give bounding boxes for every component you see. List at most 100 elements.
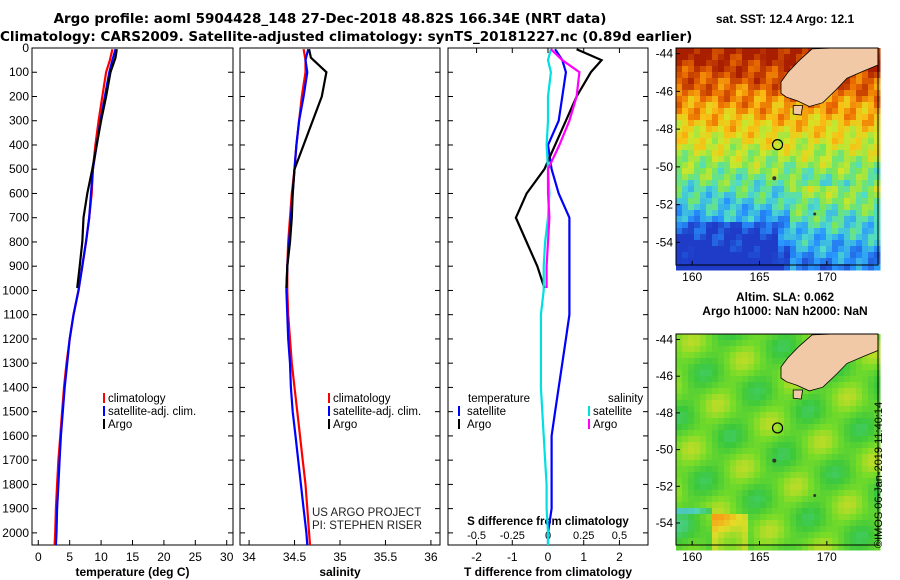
- land-new-zealand: [780, 47, 879, 107]
- x-tick-label: -2: [471, 550, 482, 564]
- profile-panel-2: 34 34.5 35 35.5 36 salinity: [239, 47, 441, 579]
- y-tick-label: 200: [9, 89, 29, 103]
- land-stewart-island: [792, 389, 804, 400]
- campbell-island: [813, 212, 817, 216]
- auckland-islands: [772, 176, 777, 181]
- map-frame: [675, 47, 879, 266]
- y-tick-label: 600: [9, 186, 29, 200]
- plot-title-line2: Climatology: CARS2009. Satellite-adjuste…: [0, 29, 693, 45]
- plot-frame: [31, 47, 234, 546]
- plot-title-line1: Argo profile: aoml 5904428_148 27-Dec-20…: [53, 11, 607, 27]
- y-tick-label: 1400: [2, 380, 29, 394]
- sst-field: [676, 48, 881, 271]
- x-tick-label: 0: [35, 550, 42, 564]
- campbell-island: [813, 493, 817, 497]
- y-tick-label: 1100: [3, 308, 29, 322]
- y-tick-label: 1800: [2, 477, 29, 491]
- x-tick-label: 0: [545, 550, 552, 564]
- y-tick-label: -52: [656, 479, 674, 493]
- x-tick-label: 34.5: [283, 550, 307, 564]
- y-tick-label: -48: [656, 122, 674, 136]
- x-axis-label: temperature (deg C): [75, 565, 189, 579]
- legend-difference: temperaturesatelliteArgosalinitysatellit…: [458, 393, 643, 431]
- y-tick-label: 500: [9, 162, 29, 176]
- y-tick-label: 400: [9, 138, 29, 152]
- x2-tick-label: -0.25: [500, 530, 525, 542]
- legend-label: satellite: [593, 406, 632, 418]
- series-argo: [514, 48, 604, 289]
- series-satellite-adj-clim-: [285, 48, 310, 546]
- legend-label: Argo: [593, 419, 617, 431]
- x-tick-label: 35.5: [374, 550, 398, 564]
- y-tick-label: 1700: [2, 453, 29, 467]
- y-tick-label: 1300: [2, 356, 29, 370]
- legend-label: Argo: [467, 419, 491, 431]
- y-tick-label: 1500: [2, 405, 29, 419]
- x-tick-label: 15: [126, 550, 140, 564]
- x-axis-label: T difference from climatology: [464, 565, 632, 579]
- sst-map: -44 -46 -48 -50 -52 -54 160 165 170: [656, 47, 881, 284]
- x-tick-label: 165: [749, 270, 769, 284]
- x-tick-label: 20: [157, 550, 171, 564]
- series-argo: [545, 48, 581, 288]
- x-tick-label: 25: [189, 550, 203, 564]
- x-tick-label: 5: [66, 550, 73, 564]
- y-tick-label: -46: [656, 84, 674, 98]
- argo-position-marker: [771, 422, 784, 434]
- legend-label: Argo: [333, 419, 357, 431]
- legend-label: climatology: [108, 393, 166, 405]
- map-frame: [675, 333, 879, 546]
- profile-panel-3: -2 -1 0 1 2-0.5 -0.25 0 0.25 0.5S difference fro…: [447, 47, 649, 579]
- x-tick-label: 35: [333, 550, 347, 564]
- y-tick-label: 900: [9, 259, 29, 273]
- series-satellite: [546, 48, 571, 545]
- legend-label: satellite-adj. clim.: [333, 406, 421, 418]
- y-tick-label: 700: [9, 211, 29, 225]
- y-tick-label: 100: [9, 65, 29, 79]
- y-tick-label: 800: [9, 235, 29, 249]
- y-tick-label: 300: [9, 114, 29, 128]
- profile-panel-1: 0 5 10 15 20 25 300100200300400500600700800900…: [2, 41, 233, 579]
- y-tick-label: -44: [656, 47, 674, 61]
- legend-label: Argo: [108, 419, 132, 431]
- x-tick-label: 34: [242, 550, 256, 564]
- series-argo: [285, 48, 328, 289]
- argo-position-marker: [771, 139, 784, 151]
- land-new-zealand: [780, 333, 879, 392]
- x-axis-label: salinity: [319, 565, 361, 579]
- x-tick-label: 36: [424, 550, 438, 564]
- y-tick-label: 1600: [2, 429, 29, 443]
- x2-tick-label: -0.5: [467, 530, 486, 542]
- x-tick-label: -1: [507, 550, 518, 564]
- sst-map-title: sat. SST: 12.4 Argo: 12.1: [715, 12, 855, 26]
- legend-label: salinity: [608, 393, 643, 405]
- y-tick-label: -54: [656, 235, 674, 249]
- legend-label: satellite-adj. clim.: [108, 406, 196, 418]
- legend-label: climatology: [333, 393, 391, 405]
- y-tick-label: -44: [656, 333, 674, 347]
- y-tick-label: 1200: [2, 332, 29, 346]
- project-annotation: US ARGO PROJECT: [312, 507, 421, 519]
- x-tick-label: 30: [220, 550, 234, 564]
- plot-frame: [239, 47, 441, 546]
- y-tick-label: -46: [656, 369, 674, 383]
- x-tick-label: 170: [817, 270, 837, 284]
- x-tick-label: 160: [682, 550, 702, 564]
- x-tick-label: 160: [682, 270, 702, 284]
- land-stewart-island: [792, 105, 804, 116]
- y-tick-label: -50: [656, 443, 674, 457]
- x-tick-label: 165: [749, 550, 769, 564]
- legend-label: temperature: [468, 393, 530, 405]
- y-tick-label: 2000: [2, 526, 29, 540]
- y-tick-label: -52: [656, 198, 674, 212]
- sla-field: [676, 334, 881, 551]
- series-satellite: [539, 48, 553, 545]
- x-tick-label: 10: [94, 550, 108, 564]
- x-tick-label: 2: [616, 550, 623, 564]
- copyright-text: ©IMOS 06-Jan-2019 11:40:14: [873, 401, 885, 548]
- x-tick-label: 1: [580, 550, 587, 564]
- auckland-islands: [772, 458, 777, 463]
